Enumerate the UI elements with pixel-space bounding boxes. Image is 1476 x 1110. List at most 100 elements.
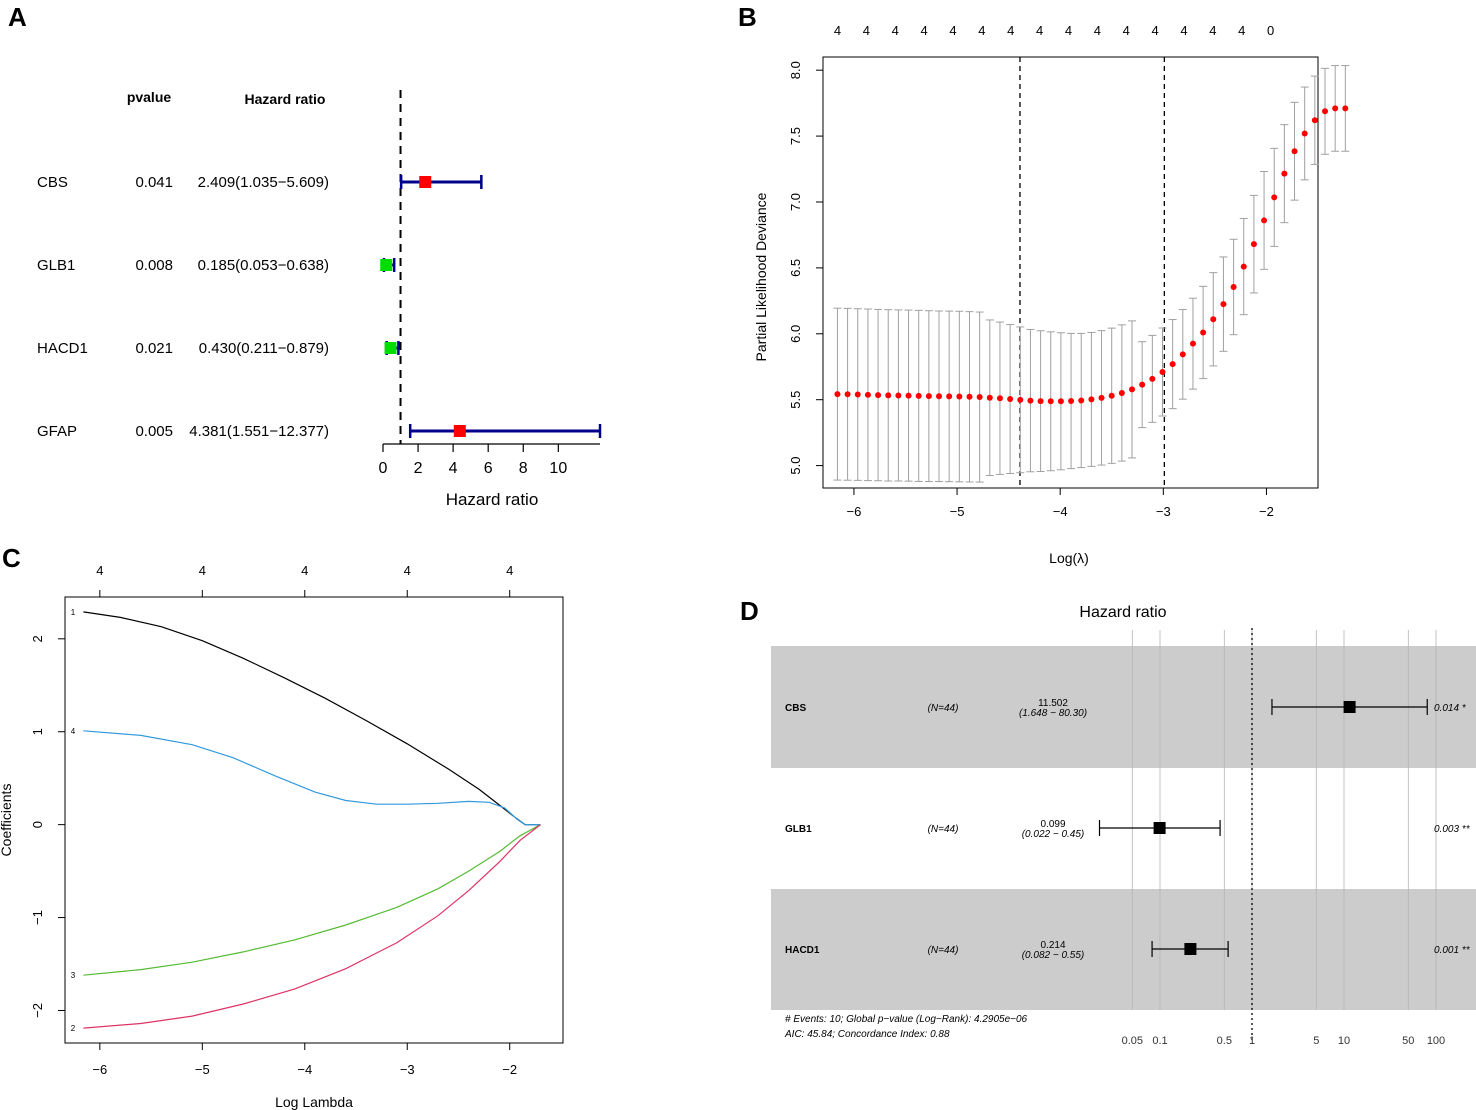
x-tick-label: −6: [92, 1062, 107, 1077]
deviance-point: [1261, 217, 1268, 224]
panel-a-forest-plot: pvalue Hazard ratio CBS 0.041 2.409(1.035−5.…: [37, 89, 602, 509]
panel-label-a: A: [8, 2, 27, 32]
top-axis-label: 4: [1094, 23, 1101, 38]
row-pvalue: 0.008: [135, 257, 173, 274]
top-axis-label: 4: [892, 23, 899, 38]
deviance-point: [1129, 386, 1136, 393]
hazard-ratio-point: [380, 259, 393, 271]
deviance-point: [915, 392, 922, 399]
deviance-point: [1017, 396, 1024, 403]
x-tick-label: −3: [1156, 504, 1171, 519]
x-tick-label: −6: [847, 504, 862, 519]
deviance-point: [1301, 130, 1308, 137]
deviance-point: [864, 391, 871, 398]
row-hazard-ratio-text: 11.502: [1038, 698, 1068, 709]
chart-title: Hazard ratio: [1079, 604, 1166, 621]
deviance-point: [834, 391, 841, 398]
deviance-point: [1210, 316, 1217, 323]
row-ci-text: (0.022 − 0.45): [1022, 829, 1085, 840]
top-axis-label: 4: [1065, 23, 1072, 38]
deviance-point: [854, 391, 861, 398]
row-ci-text: (1.648 − 80.30): [1019, 708, 1087, 719]
panel-c-coefficient-paths: 4 4 4 4 4 −6 −5 −4 −3 −2 −2 −1 0 1 2 Log Lambda Coeffici…: [0, 563, 564, 1110]
deviance-point: [1027, 397, 1034, 404]
deviance-point: [966, 393, 973, 400]
hazard-ratio-point: [453, 425, 466, 437]
row-pvalue: 0.005: [135, 423, 173, 440]
panel-label-b: B: [738, 2, 757, 32]
deviance-point: [1189, 340, 1196, 347]
deviance-point: [1220, 301, 1227, 308]
x-tick-label: −3: [400, 1062, 415, 1077]
coefficient-path-4: [83, 730, 541, 826]
x-tick-label: 5: [1313, 1035, 1319, 1047]
deviance-point: [1311, 117, 1318, 124]
x-tick-label: 0.5: [1217, 1035, 1232, 1047]
row-hazard-ratio-text: 0.185(0.053−0.638): [198, 257, 329, 274]
deviance-point: [946, 393, 953, 400]
hazard-ratio-point: [384, 342, 397, 354]
x-tick-label: −2: [502, 1062, 517, 1077]
y-tick-label: 6.0: [788, 325, 803, 343]
deviance-point: [1149, 375, 1156, 382]
deviance-point: [905, 392, 912, 399]
deviance-point: [956, 393, 963, 400]
row-hazard-ratio-text: 0.214: [1040, 940, 1065, 951]
y-tick-label: −2: [30, 1003, 45, 1018]
deviance-point: [895, 392, 902, 399]
deviance-point: [1108, 392, 1115, 399]
hazard-ratio-point: [1153, 822, 1166, 834]
x-tick-label: 1: [1249, 1035, 1255, 1047]
row-hazard-ratio-text: 2.409(1.035−5.609): [198, 174, 329, 191]
top-axis-label: 4: [1151, 23, 1158, 38]
row-n: (N=44): [928, 703, 959, 714]
x-tick-label: 0: [379, 460, 388, 477]
deviance-point: [1322, 108, 1329, 115]
column-header-hazard-ratio: Hazard ratio: [245, 91, 326, 107]
deviance-point: [1342, 105, 1349, 112]
x-tick-label: 100: [1427, 1035, 1445, 1047]
x-tick-label: 10: [549, 460, 567, 477]
deviance-point: [1281, 170, 1288, 177]
coefficient-path-3: [83, 824, 541, 976]
deviance-point: [1179, 351, 1186, 358]
coefficient-path-1: [83, 611, 541, 826]
top-axis-label: 4: [1180, 23, 1187, 38]
row-pvalue: 0.003 **: [1434, 824, 1471, 835]
x-tick-label: 0.05: [1122, 1035, 1143, 1047]
y-tick-label: 2: [30, 635, 45, 642]
x-axis-label: Log(λ): [1049, 550, 1089, 566]
coefficient-path-2: [83, 824, 541, 1029]
deviance-point: [1047, 398, 1054, 405]
y-tick-label: 7.5: [788, 127, 803, 145]
x-tick-label: 50: [1402, 1035, 1414, 1047]
y-axis-label: Coefficients: [0, 784, 14, 857]
deviance-point: [1057, 398, 1064, 405]
x-axis-label: Log Lambda: [275, 1094, 353, 1110]
x-axis-label: Hazard ratio: [446, 490, 539, 509]
y-tick-label: 7.0: [788, 193, 803, 211]
row-gene-label: GLB1: [37, 257, 75, 274]
panel-b-cv-deviance-plot: 4 4 4 4 4 4 4 4 4 4 4 4 4 4 4 0 −6 −5 −4 −3 −2 5.0 5.5 6.0 6.5 7.…: [753, 23, 1350, 566]
row-gene-label: GLB1: [785, 824, 812, 835]
row-gene-label: HACD1: [785, 945, 820, 956]
row-shade: [771, 889, 1476, 1010]
hazard-ratio-point: [1184, 943, 1197, 955]
deviance-point: [1118, 389, 1125, 396]
column-header-pvalue: pvalue: [127, 89, 172, 105]
top-axis-label: 4: [199, 563, 206, 578]
plot-frame: [822, 56, 1319, 489]
deviance-point: [885, 392, 892, 399]
top-axis-label: 0: [1267, 23, 1274, 38]
top-axis-label: 4: [96, 563, 103, 578]
top-axis-label: 4: [949, 23, 956, 38]
deviance-point: [936, 393, 943, 400]
top-axis-label: 4: [506, 563, 513, 578]
x-tick-label: −5: [195, 1062, 210, 1077]
x-tick-label: −5: [950, 504, 965, 519]
top-axis-label: 4: [301, 563, 308, 578]
series-label: 1: [71, 608, 76, 617]
deviance-point: [1169, 361, 1176, 368]
row-ci-text: (0.082 − 0.55): [1022, 950, 1085, 961]
x-tick-label: 6: [484, 460, 493, 477]
